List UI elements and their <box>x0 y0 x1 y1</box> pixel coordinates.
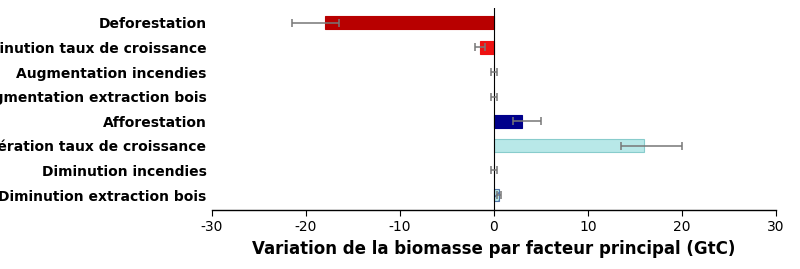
Bar <box>494 115 522 128</box>
Bar <box>494 139 645 152</box>
Bar <box>325 16 494 29</box>
X-axis label: Variation de la biomasse par facteur principal (GtC): Variation de la biomasse par facteur pri… <box>252 240 736 258</box>
Bar <box>480 41 494 54</box>
Bar <box>494 189 498 201</box>
